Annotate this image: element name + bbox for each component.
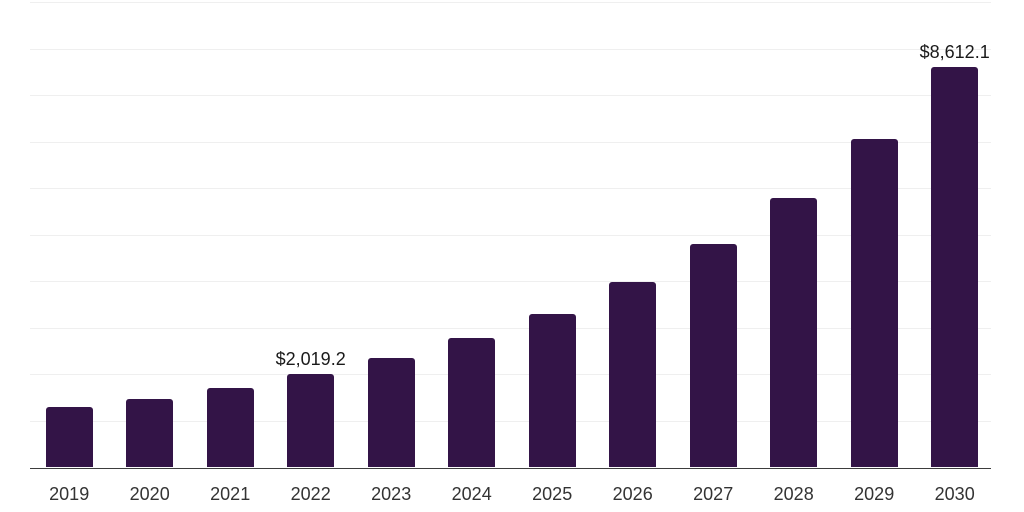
x-tick-label: 2020 — [129, 484, 170, 504]
bar[interactable] — [126, 398, 174, 468]
x-tick-label: 2023 — [371, 484, 412, 504]
x-tick-label: 2026 — [612, 484, 653, 504]
bar[interactable] — [206, 387, 254, 468]
x-tick-label: 2024 — [451, 484, 492, 504]
x-tick-label: 2028 — [773, 484, 814, 504]
bar[interactable] — [367, 358, 415, 468]
gridline — [30, 327, 991, 329]
bar[interactable] — [850, 138, 898, 468]
x-tick-label: 2022 — [290, 484, 331, 504]
x-tick-label: 2025 — [532, 484, 573, 504]
x-tick-label: 2019 — [49, 484, 90, 504]
bar[interactable] — [45, 407, 93, 468]
gridline — [30, 281, 991, 283]
gridline — [30, 48, 991, 50]
bar[interactable] — [931, 66, 979, 468]
x-tick-label: 2029 — [854, 484, 895, 504]
gridline — [30, 420, 991, 422]
bar[interactable] — [770, 198, 818, 468]
gridline — [30, 234, 991, 236]
bar[interactable] — [448, 338, 496, 468]
bar[interactable] — [609, 282, 657, 468]
bar-value-label: $8,612.1 — [919, 41, 990, 62]
bar[interactable] — [689, 244, 737, 468]
x-axis-line — [30, 467, 991, 469]
x-tick-label: 2030 — [934, 484, 975, 504]
gridline — [30, 141, 991, 143]
gridline — [30, 188, 991, 190]
gridline — [30, 374, 991, 376]
x-tick-label: 2021 — [210, 484, 251, 504]
bar[interactable] — [528, 313, 576, 468]
bar-value-label: $2,019.2 — [275, 348, 346, 369]
gridline — [30, 2, 991, 3]
bar[interactable] — [287, 373, 335, 468]
x-tick-label: 2027 — [693, 484, 734, 504]
gridline — [30, 95, 991, 97]
